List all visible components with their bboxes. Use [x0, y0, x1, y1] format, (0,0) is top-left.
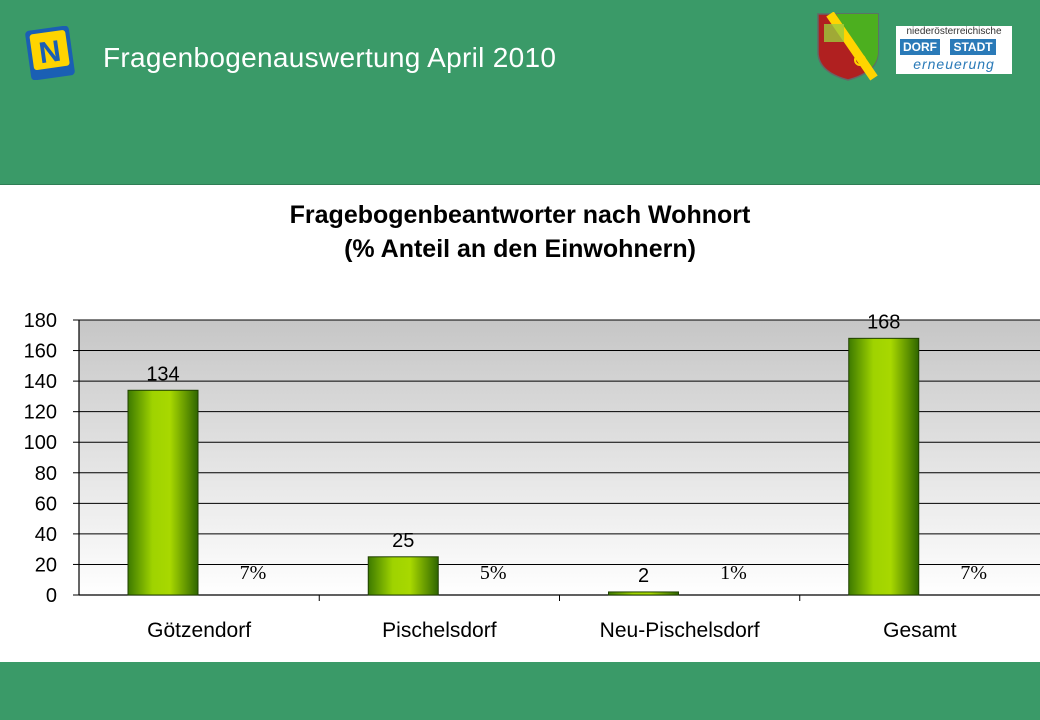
data-label: 25 [392, 530, 414, 552]
percent-label: 1% [720, 562, 747, 584]
footer-band [0, 662, 1040, 720]
coat-of-arms-icon [817, 12, 879, 81]
x-tick-label: Gesamt [883, 619, 957, 642]
y-tick-label: 60 [35, 493, 57, 515]
percent-label: 5% [480, 562, 507, 584]
bar [367, 556, 439, 596]
stadt-label: STADT [950, 39, 996, 55]
y-tick-label: 100 [24, 432, 57, 454]
y-tick-label: 40 [35, 524, 57, 546]
chart-subtitle: (% Anteil an den Einwohnern) [344, 235, 696, 263]
dorf-label: DORF [900, 39, 940, 55]
y-tick-label: 20 [35, 554, 57, 576]
percent-label: 7% [960, 562, 987, 584]
chart-panel: Fragebogenbeantworter nach Wohnort (% An… [0, 184, 1040, 663]
bar [608, 591, 679, 596]
percent-label: 7% [240, 562, 267, 584]
data-label: 168 [867, 311, 900, 333]
bar-chart: 0 20 40 60 80 100 120 140 160 180 134 7% Götzendorf 2… [24, 310, 1040, 642]
bar [848, 337, 920, 596]
y-tick-label: 80 [35, 463, 57, 485]
header: N Fragenbogenauswertung April 2010 niede… [0, 0, 1040, 184]
page-title: Fragenbogenauswertung April 2010 [103, 42, 557, 73]
y-tick-label: 160 [24, 341, 57, 363]
niederoesterreich-logo: N [25, 26, 75, 80]
y-tick-label: 180 [24, 310, 57, 332]
data-label: 2 [638, 565, 649, 587]
dorf-stadt-erneuerung-logo: niederösterreichische DORF STADT erneuer… [896, 26, 1012, 74]
chart-title: Fragebogenbeantworter nach Wohnort [289, 201, 751, 229]
svg-text:N: N [37, 35, 63, 71]
y-tick-label: 0 [46, 585, 57, 607]
bar [127, 389, 199, 596]
y-tick-label: 140 [24, 371, 57, 393]
x-tick-label: Neu-Pischelsdorf [600, 619, 760, 642]
y-tick-label: 120 [24, 402, 57, 424]
data-label: 134 [146, 363, 179, 385]
x-tick-label: Pischelsdorf [382, 619, 497, 642]
x-tick-label: Götzendorf [147, 619, 251, 642]
